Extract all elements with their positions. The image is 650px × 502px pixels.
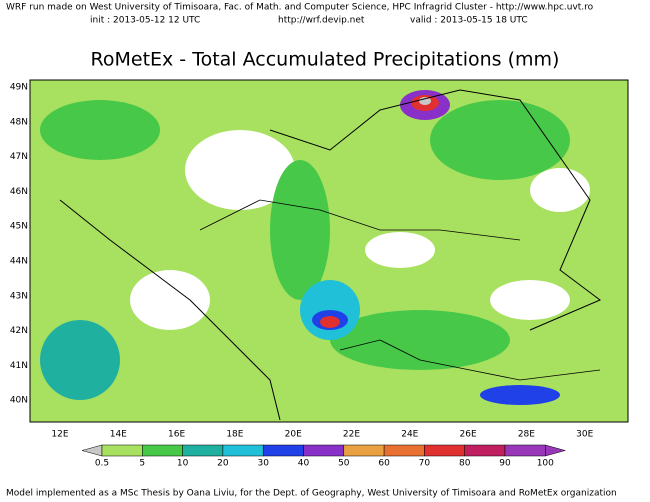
lat-label: 45N [10,222,28,232]
colorbar-label: 10 [177,459,189,469]
valid-time: valid : 2013-05-15 18 UTC [410,16,528,26]
colorbar-label: 60 [378,459,390,469]
lon-label: 30E [576,430,593,440]
colorbar-end [81,444,103,457]
lat-label: 42N [10,326,28,336]
colorbar-label: 50 [338,459,350,469]
colorbar-segment [182,444,224,457]
colorbar-label: 80 [459,459,471,469]
lat-labels: 49N 48N 47N 46N 45N 44N 43N 42N 41N 40N [10,83,28,406]
colorbar-segment [222,444,264,457]
lat-label: 48N [10,117,28,127]
colorbar-label: 30 [257,459,269,469]
colorbar-segment [383,444,425,457]
lon-label: 28E [518,430,535,440]
colorbar-label: 0.5 [95,459,109,469]
lon-label: 26E [460,430,477,440]
url: http://wrf.devip.net [278,16,365,26]
lat-label: 43N [10,291,28,301]
colorbar-segment [303,444,345,457]
footer: Model implemented as a MSc Thesis by Oan… [6,489,617,499]
colorbar-segment [262,444,304,457]
map [29,79,629,423]
lon-label: 12E [51,430,68,440]
lat-label: 49N [10,83,28,93]
lon-label: 18E [226,430,243,440]
colorbar-label: 20 [217,459,229,469]
colorbar: 0.5 5 10 20 30 40 50 60 70 80 90 100 [81,444,567,469]
header-line: WRF run made on West University of Timis… [6,3,594,13]
title: RoMetEx - Total Accumulated Precipitatio… [91,49,560,71]
lon-label: 16E [168,430,185,440]
colorbar-segment [464,444,506,457]
colorbar-segment [504,444,546,457]
colorbar-segment [343,444,385,457]
colorbar-segment [142,444,183,457]
lat-label: 41N [10,361,28,371]
colorbar-end [545,444,567,457]
colorbar-label: 90 [499,459,511,469]
lon-label: 20E [285,430,302,440]
colorbar-label: 5 [139,459,145,469]
init-time: init : 2013-05-12 12 UTC [90,16,200,26]
colorbar-label: 70 [419,459,431,469]
lon-label: 14E [110,430,127,440]
colorbar-segment [101,444,143,457]
lon-label: 24E [401,430,418,440]
colorbar-segment [424,444,465,457]
lat-label: 40N [10,396,28,406]
lat-label: 46N [10,187,28,197]
colorbar-label: 40 [298,459,310,469]
colorbar-label: 100 [537,459,554,469]
lon-label: 22E [343,430,360,440]
lat-label: 44N [10,257,28,267]
lon-labels: 12E 14E 16E 18E 20E 22E 24E 26E 28E 30E [51,430,593,440]
lat-label: 47N [10,152,28,162]
